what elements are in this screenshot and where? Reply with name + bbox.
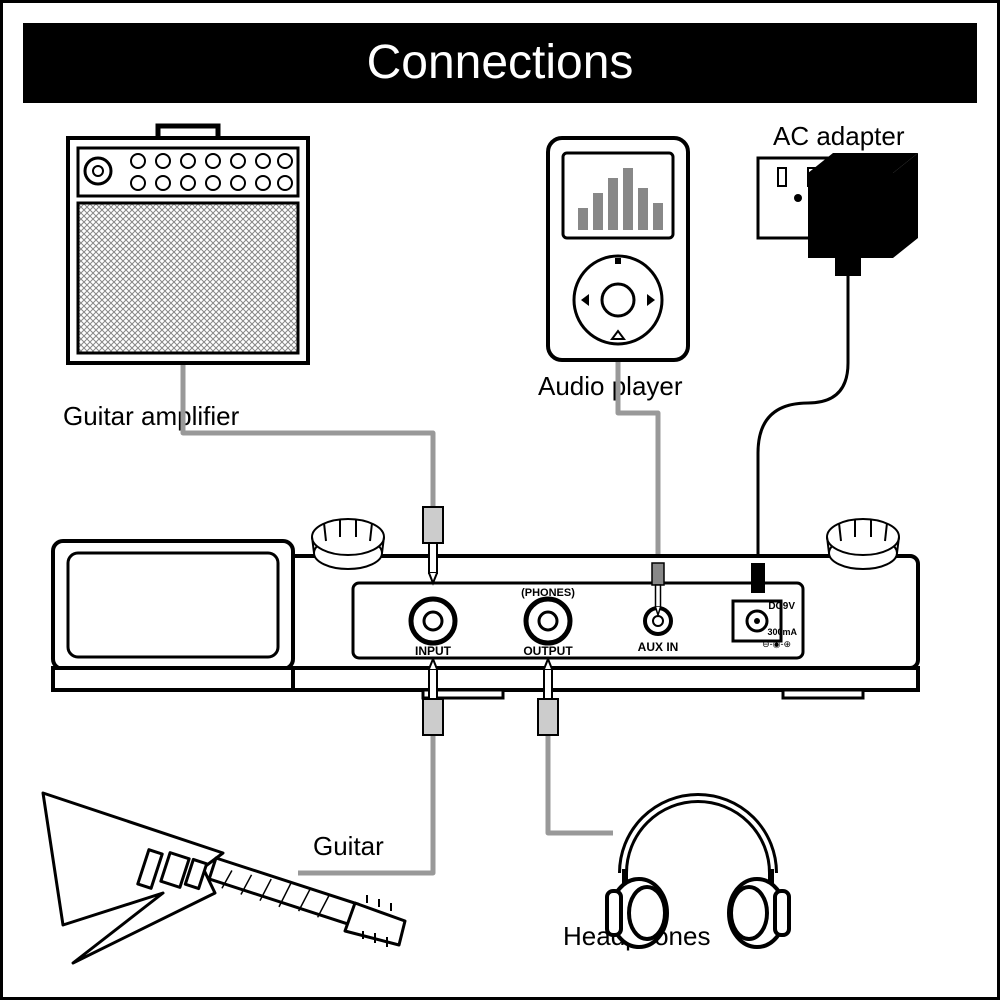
audio-player-icon	[548, 138, 688, 360]
port-input: INPUT	[411, 599, 455, 658]
svg-text:DC9V: DC9V	[768, 601, 795, 612]
plugs	[423, 507, 765, 735]
label-ac-adapter: AC adapter	[773, 121, 905, 152]
plug-guitar-to-input	[423, 659, 443, 735]
cable-headphones-to-pedal	[548, 733, 613, 833]
cable-adapter-to-pedal	[758, 258, 848, 563]
pedal-unit-icon: INPUT (PHONES) OUTPUT AUX IN DC9V	[53, 519, 918, 698]
diagram-svg: INPUT (PHONES) OUTPUT AUX IN DC9V	[3, 3, 1000, 1003]
svg-text:⊖-◉-⊕: ⊖-◉-⊕	[762, 639, 791, 649]
cable-amp-to-pedal	[183, 363, 433, 508]
port-output: (PHONES) OUTPUT	[521, 587, 575, 658]
guitar-amplifier-icon	[68, 126, 308, 363]
plug-dc	[751, 563, 765, 593]
plug-headphones-to-output	[538, 659, 558, 735]
ac-adapter-icon	[758, 153, 918, 276]
title-bar: Connections	[23, 23, 977, 103]
cables	[183, 361, 658, 873]
diagram-canvas: Connections Guitar amplifier Audio playe…	[0, 0, 1000, 1000]
label-audio-player: Audio player	[538, 371, 683, 402]
port-dc: DC9V 300mA ⊖-◉-⊕	[733, 601, 797, 649]
title-text: Connections	[367, 36, 634, 89]
svg-text:(PHONES): (PHONES)	[521, 587, 575, 599]
label-guitar-amplifier: Guitar amplifier	[63, 401, 239, 432]
svg-text:AUX IN: AUX IN	[638, 640, 679, 654]
svg-text:300mA: 300mA	[767, 627, 797, 637]
label-headphones: Headphones	[563, 921, 710, 952]
plug-mp3-to-aux	[652, 563, 664, 615]
label-guitar: Guitar	[313, 831, 384, 862]
svg-text:INPUT: INPUT	[415, 644, 452, 658]
port-auxin: AUX IN	[638, 608, 679, 654]
plug-amp-to-output	[423, 507, 443, 583]
svg-text:OUTPUT: OUTPUT	[523, 644, 573, 658]
guitar-icon	[43, 793, 405, 963]
